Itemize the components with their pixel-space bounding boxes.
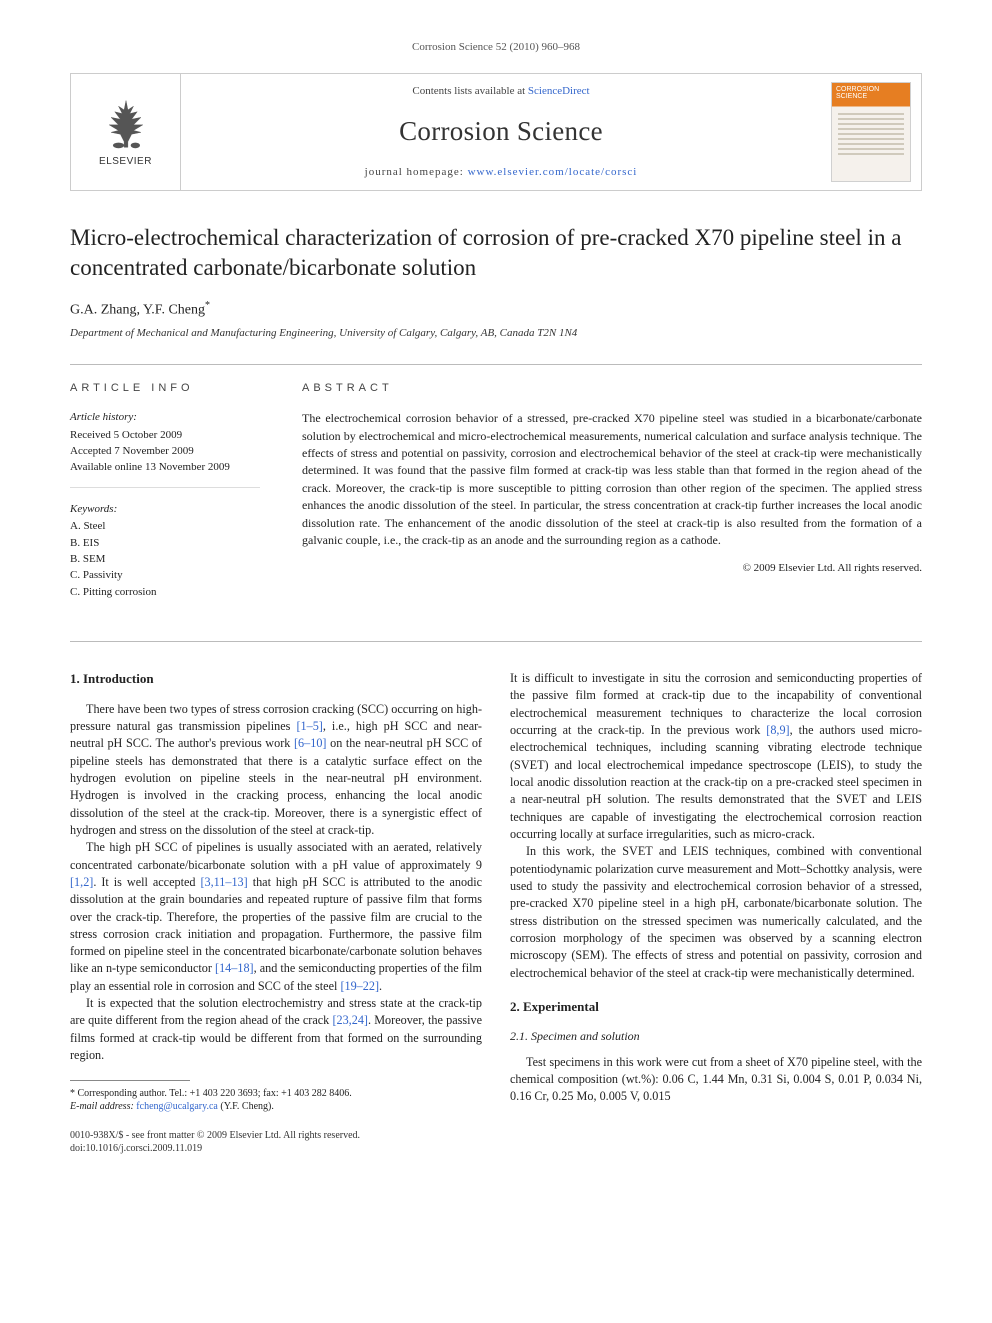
body-paragraph: Test specimens in this work were cut fro… xyxy=(510,1054,922,1106)
citation-link[interactable]: [19–22] xyxy=(340,979,379,993)
citation-link[interactable]: [1–5] xyxy=(296,719,322,733)
body-paragraph: It is expected that the solution electro… xyxy=(70,995,482,1064)
text-run: . It is well accepted xyxy=(93,875,200,889)
text-run: . xyxy=(379,979,382,993)
journal-reference: Corrosion Science 52 (2010) 960–968 xyxy=(70,40,922,55)
body-paragraph: In this work, the SVET and LEIS techniqu… xyxy=(510,843,922,982)
journal-header: ELSEVIER Contents lists available at Sci… xyxy=(70,73,922,191)
elsevier-tree-icon xyxy=(98,95,154,151)
article-info-column: ARTICLE INFO Article history: Received 5… xyxy=(70,365,280,641)
header-center: Contents lists available at ScienceDirec… xyxy=(181,74,821,190)
text-run: on the near-neutral pH SCC of pipeline s… xyxy=(70,736,482,837)
email-link[interactable]: fcheng@ucalgary.ca xyxy=(136,1101,218,1112)
body-paragraph: It is difficult to investigate in situ t… xyxy=(510,670,922,843)
authors: G.A. Zhang, Y.F. Cheng* xyxy=(70,299,922,320)
citation-link[interactable]: [8,9] xyxy=(766,723,789,737)
cover-image: CORROSION SCIENCE xyxy=(831,82,911,182)
text-run: The high pH SCC of pipelines is usually … xyxy=(70,840,482,871)
history-heading: Article history: xyxy=(70,410,260,425)
article-title: Micro-electrochemical characterization o… xyxy=(70,223,922,283)
contents-available-line: Contents lists available at ScienceDirec… xyxy=(193,84,809,99)
affiliation: Department of Mechanical and Manufacturi… xyxy=(70,326,922,341)
issn-line: 0010-938X/$ - see front matter © 2009 El… xyxy=(70,1129,922,1142)
citation-link[interactable]: [23,24] xyxy=(332,1013,368,1027)
email-attribution: (Y.F. Cheng). xyxy=(218,1101,274,1112)
journal-cover-thumbnail: CORROSION SCIENCE xyxy=(821,74,921,190)
abstract-label: ABSTRACT xyxy=(302,381,922,396)
body-paragraph: There have been two types of stress corr… xyxy=(70,701,482,840)
section-2-heading: 2. Experimental xyxy=(510,998,922,1016)
section-1-heading: 1. Introduction xyxy=(70,670,482,688)
history-line: Received 5 October 2009 xyxy=(70,428,260,443)
history-line: Available online 13 November 2009 xyxy=(70,460,260,475)
publisher-logo: ELSEVIER xyxy=(71,74,181,190)
homepage-prefix: journal homepage: xyxy=(365,166,468,178)
publisher-name: ELSEVIER xyxy=(99,155,152,169)
abstract-column: ABSTRACT The electrochemical corrosion b… xyxy=(280,365,922,641)
page-footer: 0010-938X/$ - see front matter © 2009 El… xyxy=(70,1129,922,1155)
citation-link[interactable]: [6–10] xyxy=(294,736,327,750)
citation-link[interactable]: [3,11–13] xyxy=(200,875,247,889)
footnote-separator xyxy=(70,1080,190,1081)
contents-prefix: Contents lists available at xyxy=(412,85,527,97)
body-paragraph: The high pH SCC of pipelines is usually … xyxy=(70,839,482,995)
keyword: B. SEM xyxy=(70,552,260,567)
author-names: G.A. Zhang, Y.F. Cheng xyxy=(70,303,205,318)
keyword: C. Passivity xyxy=(70,568,260,583)
section-2-1-heading: 2.1. Specimen and solution xyxy=(510,1028,922,1045)
body-two-columns: 1. Introduction There have been two type… xyxy=(70,670,922,1113)
keywords-heading: Keywords: xyxy=(70,502,260,517)
journal-homepage-line: journal homepage: www.elsevier.com/locat… xyxy=(193,165,809,180)
keywords-block: Keywords: A. Steel B. EIS B. SEM C. Pass… xyxy=(70,502,260,611)
abstract-copyright: © 2009 Elsevier Ltd. All rights reserved… xyxy=(302,561,922,576)
citation-link[interactable]: [1,2] xyxy=(70,875,93,889)
article-info-label: ARTICLE INFO xyxy=(70,381,260,396)
email-footnote: E-mail address: fcheng@ucalgary.ca (Y.F.… xyxy=(70,1100,482,1113)
article-history-block: Article history: Received 5 October 2009… xyxy=(70,410,260,488)
email-label: E-mail address: xyxy=(70,1101,134,1112)
body-column-right: It is difficult to investigate in situ t… xyxy=(510,670,922,1113)
info-abstract-row: ARTICLE INFO Article history: Received 5… xyxy=(70,364,922,642)
keyword: A. Steel xyxy=(70,519,260,534)
doi-line: doi:10.1016/j.corsci.2009.11.019 xyxy=(70,1142,922,1155)
cover-brand-text: CORROSION SCIENCE xyxy=(836,86,906,100)
journal-name: Corrosion Science xyxy=(193,113,809,151)
abstract-text: The electrochemical corrosion behavior o… xyxy=(302,410,922,549)
corresponding-mark: * xyxy=(205,300,210,311)
corresponding-author-footnote: * Corresponding author. Tel.: +1 403 220… xyxy=(70,1087,482,1100)
cover-lines-decoration xyxy=(838,113,904,158)
citation-link[interactable]: [14–18] xyxy=(215,961,254,975)
body-column-left: 1. Introduction There have been two type… xyxy=(70,670,482,1113)
history-line: Accepted 7 November 2009 xyxy=(70,444,260,459)
sciencedirect-link[interactable]: ScienceDirect xyxy=(528,85,590,97)
keyword: C. Pitting corrosion xyxy=(70,585,260,600)
journal-homepage-link[interactable]: www.elsevier.com/locate/corsci xyxy=(468,166,638,178)
text-run: , the authors used micro-electrochemical… xyxy=(510,723,922,841)
keyword: B. EIS xyxy=(70,536,260,551)
